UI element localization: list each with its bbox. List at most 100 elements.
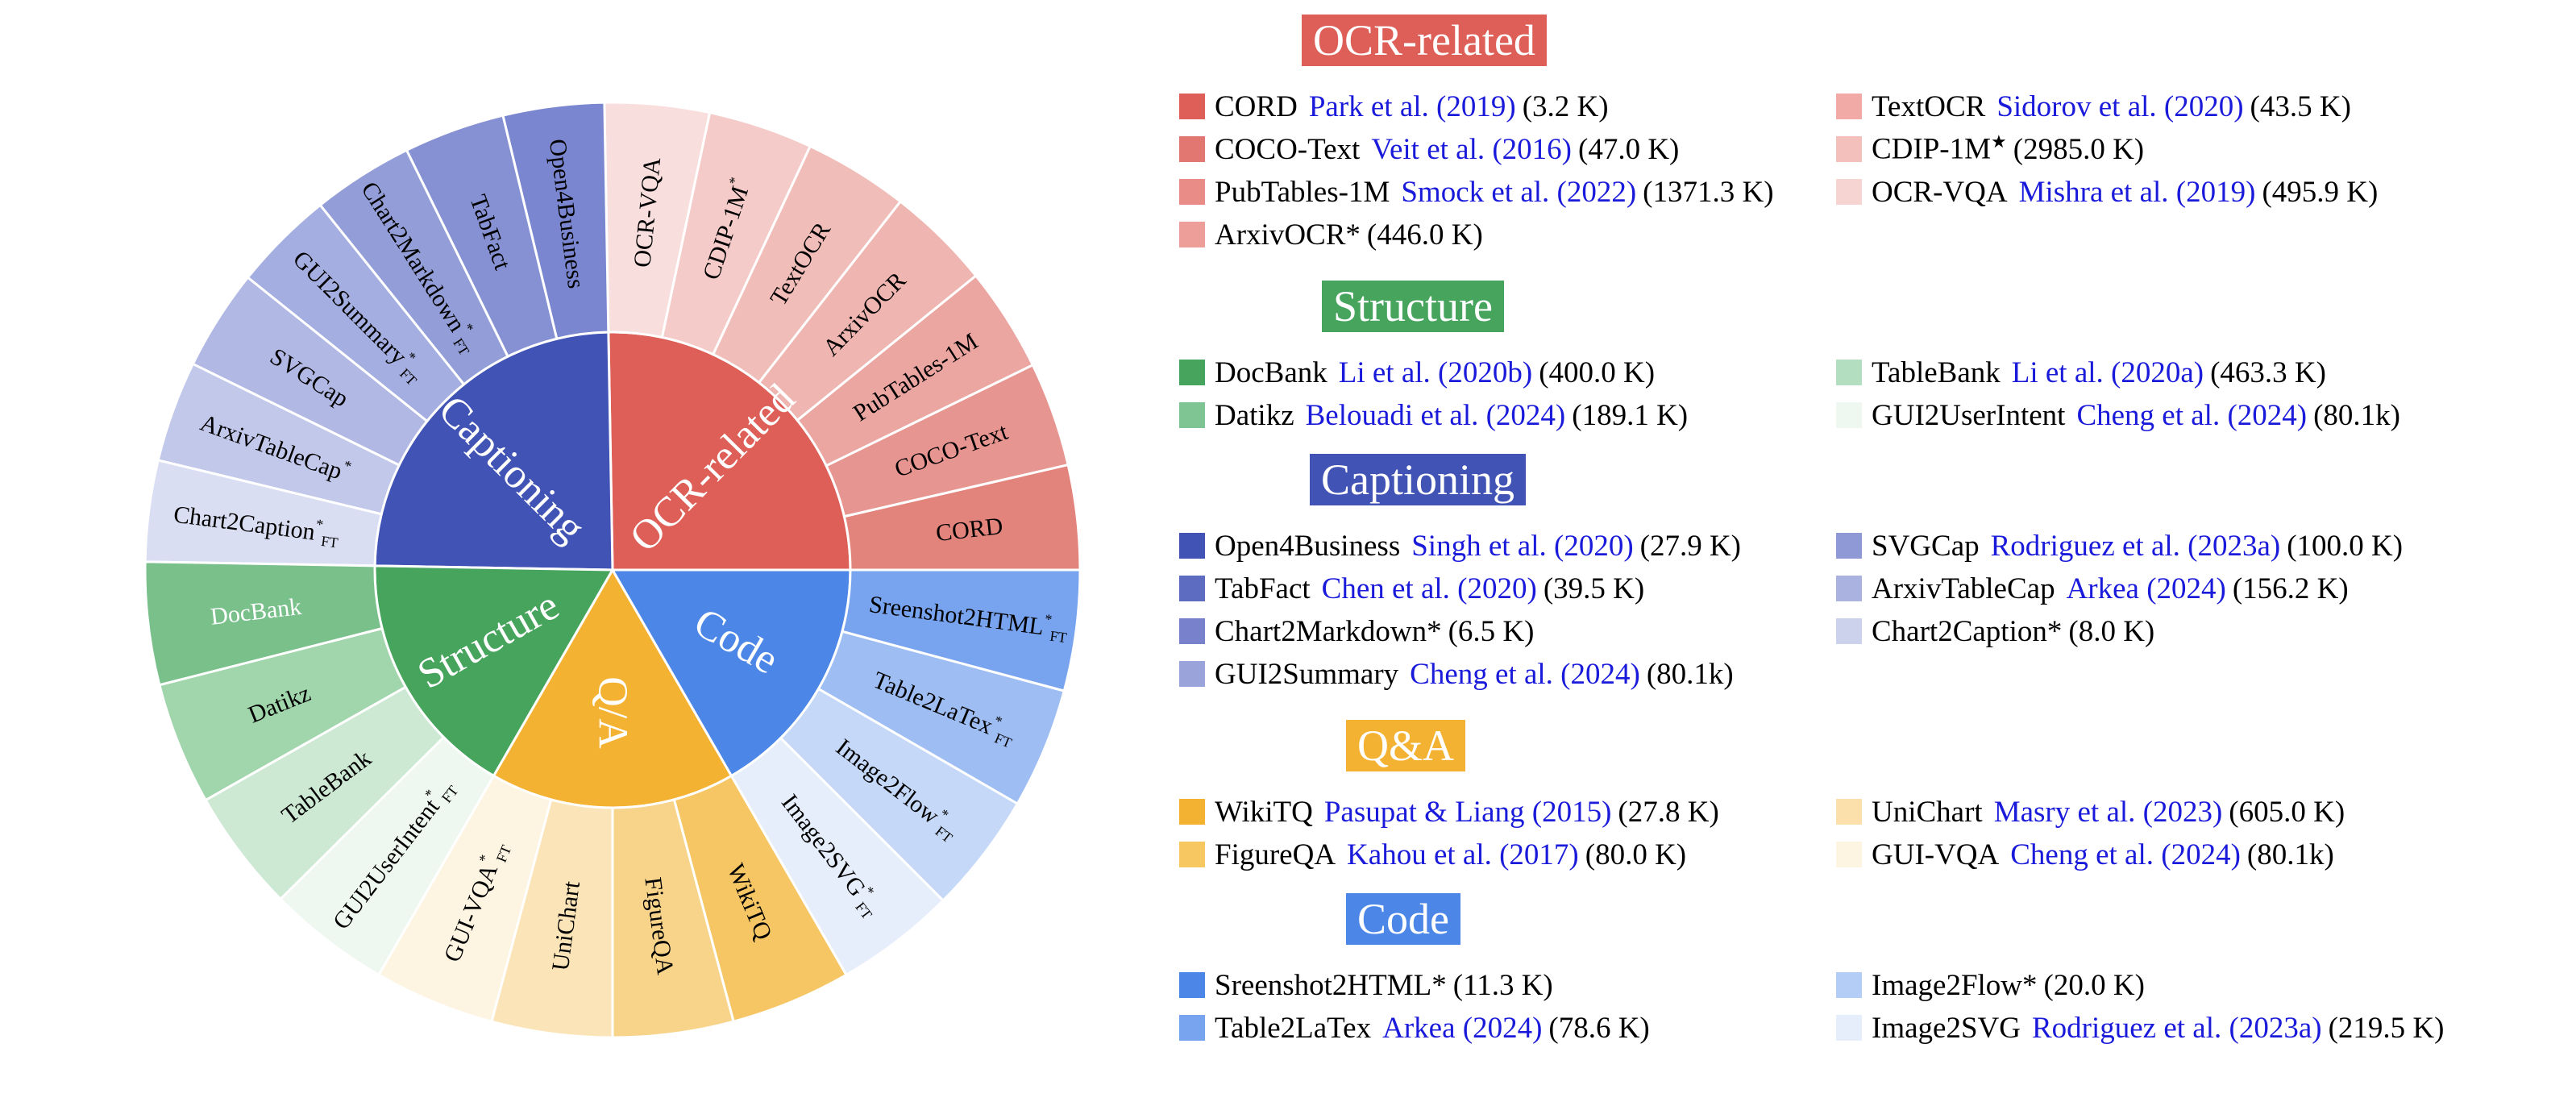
segment-open4business [501,101,610,341]
legend-swatch [1836,360,1862,385]
legend-count: (80.0 K) [1585,838,1687,871]
legend-entry: Open4Business Singh et al. (2020) (27.9 K) [1179,526,1741,565]
legend-swatch [1179,402,1205,428]
legend-citation[interactable]: Sidorov et al. (2020) [1996,89,2244,123]
legend-name: Chart2Markdown* [1215,614,1442,649]
legend-citation[interactable]: Veit et al. (2016) [1371,132,1572,166]
legend-name: GUI2UserIntent [1872,398,2065,433]
legend-citation[interactable]: Cheng et al. (2024) [2010,838,2241,871]
legend-title: Q&A [1346,720,1465,771]
legend-entry: GUI2Summary Cheng et al. (2024) (80.1k) [1179,655,1734,693]
legend-name-text: GUI-VQA [1872,838,2000,871]
legend-swatch [1179,661,1205,687]
legend-swatch [1179,136,1205,162]
legend-name: TabFact [1215,572,1311,606]
legend-entry: TextOCR Sidorov et al. (2020) (43.5 K) [1836,87,2351,126]
legend-count: (20.0 K) [2043,968,2145,1002]
segment-image2svg [729,736,945,977]
category-code: Sreenshot2HTML*FTTable2LaTex*FTImage2Flo… [610,568,1082,977]
legend-name-text: COCO-Text [1215,132,1361,166]
legend-entry: UniChart Masry et al. (2023) (605.0 K) [1836,792,2345,831]
segment-textocr [711,144,903,385]
legend-entry: Chart2Caption* (8.0 K) [1836,612,2154,651]
legend-name-text: Sreenshot2HTML* [1215,968,1447,1002]
legend-entry: WikiTQ Pasupat & Liang (2015) (27.8 K) [1179,792,1719,831]
legend-entry: GUI-VQA Cheng et al. (2024) (80.1k) [1836,835,2334,874]
legend-citation[interactable]: Li et al. (2020b) [1338,356,1533,389]
legend-citation[interactable]: Chen et al. (2020) [1321,572,1537,605]
legend-citation[interactable]: Pasupat & Liang (2015) [1323,795,1612,829]
legend-name: Open4Business [1215,529,1400,563]
legend-count: (495.9 K) [2262,175,2379,209]
legend-swatch [1179,360,1205,385]
segment-arxivtablecap [156,362,401,516]
legend-count: (3.2 K) [1522,89,1609,123]
segment-gui-vqa [376,774,553,1024]
legend-entry: GUI2UserIntent Cheng et al. (2024) (80.1k) [1836,396,2400,434]
legend-entry: OCR-VQA Mishra et al. (2019) (495.9 K) [1836,173,2378,211]
segment-datikz [158,626,408,802]
legend-count: (100.0 K) [2287,529,2404,563]
legend-citation[interactable]: Smock et al. (2022) [1401,175,1637,209]
legend-citation[interactable]: Singh et al. (2020) [1411,529,1634,563]
legend-title: Code [1346,893,1460,945]
legend-swatch [1179,576,1205,601]
legend-citation[interactable]: Rodriguez et al. (2023a) [2031,1011,2322,1045]
legend-entry: DocBank Li et al. (2020b) (400.0 K) [1179,353,1655,392]
legend-name: TableBank [1872,356,2001,390]
legend-name: Image2Flow* [1872,968,2038,1003]
legend-citation[interactable]: Arkea (2024) [1382,1011,1543,1045]
legend-name-text: ArxivTableCap [1872,572,2055,605]
legend-citation[interactable]: Cheng et al. (2024) [2076,398,2308,432]
legend-name: FigureQA [1215,838,1336,872]
legend-name: COCO-Text [1215,132,1360,167]
legend-name-text: FigureQA [1215,838,1336,871]
legend-citation[interactable]: Cheng et al. (2024) [1410,657,1640,691]
category-structure: DocBankDatikzTableBankGUI2UserIntent*FTS… [143,560,615,977]
legend-name: GUI-VQA [1872,838,1999,872]
legend-name-text: GUI2UserIntent [1872,398,2066,432]
legend-name: DocBank [1215,356,1327,390]
legend-name: Chart2Caption* [1872,614,2062,649]
legend-name-text: Chart2Markdown* [1215,614,1442,648]
legend-count: (47.0 K) [1578,132,1680,166]
legend-name-text: Image2SVG [1872,1011,2021,1045]
legend-citation[interactable]: Arkea (2024) [2066,572,2226,605]
legend-name-text: ArxivOCR* [1215,218,1361,252]
segment-tablebank [204,685,446,901]
legend-name: ArxivOCR* [1215,218,1361,252]
legend-swatch [1836,179,1862,205]
legend-name-text: Chart2Caption* [1872,614,2063,648]
segment-svgcap [191,276,429,468]
legend-count: (446.0 K) [1366,218,1483,252]
legend-name: TextOCR [1872,89,1985,124]
legend-name: SVGCap [1872,529,1980,563]
legend-entry: Image2SVG Rodriguez et al. (2023a) (219.5 … [1836,1008,2444,1047]
legend-citation[interactable]: Mishra et al. (2019) [2018,175,2256,209]
legend-swatch [1836,576,1862,601]
legend-name-text: Image2Flow* [1872,968,2038,1002]
legend-citation[interactable]: Masry et al. (2023) [1993,795,2223,829]
legend-citation[interactable]: Kahou et al. (2017) [1347,838,1579,871]
legend-name-text: GUI2Summary [1215,657,1399,691]
legend-entry: TableBank Li et al. (2020a) (463.3 K) [1836,353,2326,392]
legend-citation[interactable]: Rodriguez et al. (2023a) [1990,529,2281,563]
legend-name: UniChart [1872,795,1983,830]
legend-citation[interactable]: Li et al. (2020a) [2011,356,2204,389]
segment-chart2caption [143,459,384,568]
segment-cdip-1m [660,110,812,356]
legend-count: (27.9 K) [1639,529,1742,563]
legend-count: (189.1 K) [1572,398,1689,432]
legend-citation[interactable]: Park et al. (2019) [1308,89,1516,123]
legend-swatch [1179,842,1205,867]
legend-count: (6.5 K) [1448,614,1535,648]
legend-count: (27.8 K) [1618,795,1719,829]
legend-name: Image2SVG [1872,1011,2021,1046]
legend-count: (80.1k) [2313,398,2400,432]
legend-citation[interactable]: Belouadi et al. (2024) [1305,398,1566,432]
segment-docbank [143,560,384,687]
legend-name-text: TabFact [1215,572,1311,605]
legend-name: Sreenshot2HTML* [1215,968,1447,1003]
legend-swatch [1836,972,1862,998]
legend-name: Table2LaTex [1215,1011,1371,1046]
